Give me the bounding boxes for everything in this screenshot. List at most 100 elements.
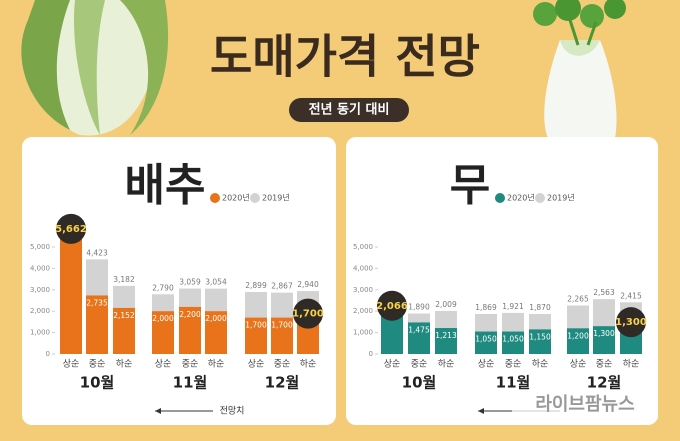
value-label: 2,940 — [297, 280, 319, 289]
bar — [502, 331, 524, 354]
legend-swatch — [210, 193, 220, 203]
highlight-badge — [293, 298, 323, 329]
arrow-head — [155, 408, 161, 414]
y-tick-label: 0 — [46, 350, 50, 358]
legend-label: 2020년 — [222, 193, 250, 203]
value-label: 3,054 — [205, 278, 227, 287]
bar — [245, 317, 267, 354]
x-tick-label: 상순 — [570, 359, 587, 370]
group-label: 12월 — [587, 374, 622, 392]
x-tick-label: 상순 — [384, 359, 401, 370]
value-label: 2,790 — [152, 283, 174, 292]
group-label: 12월 — [265, 374, 300, 392]
value-label: 3,182 — [113, 275, 135, 284]
subtitle: 전년 동기 대비 — [309, 102, 390, 118]
y-tick-label: 4,000 — [30, 264, 50, 272]
value-label: 3,059 — [179, 278, 201, 287]
value-label: 1,921 — [502, 302, 524, 311]
highlight-badge — [616, 307, 646, 338]
bar — [408, 322, 430, 354]
chart-title: 배추 — [125, 160, 206, 211]
y-tick-label: 3,000 — [30, 286, 50, 294]
subtitle-pill — [289, 98, 409, 122]
bar — [113, 307, 135, 354]
value-label: 1,890 — [408, 303, 430, 312]
x-tick-label: 상순 — [248, 359, 265, 370]
value-label: 1,300 — [593, 329, 615, 338]
value-label: 1,200 — [567, 331, 589, 340]
y-tick-label: 5,000 — [30, 243, 50, 251]
legend-swatch — [250, 193, 260, 203]
arrow-head — [478, 408, 484, 414]
y-tick-label: 0 — [369, 350, 373, 358]
x-tick-label: 하순 — [532, 359, 549, 370]
annotation: 전망치 — [220, 405, 245, 417]
group-label: 10월 — [402, 374, 437, 392]
bar — [205, 311, 227, 354]
x-tick-label: 상순 — [155, 359, 172, 370]
value-label: 2,200 — [179, 310, 201, 319]
cabbage-illustration — [21, 0, 169, 136]
legend-swatch — [495, 193, 505, 203]
value-label: 2,066 — [376, 301, 408, 312]
value-label: 1,300 — [615, 317, 647, 328]
value-label: 1,213 — [435, 331, 457, 340]
chart-title: 무 — [450, 160, 490, 211]
y-tick-label: 2,000 — [30, 307, 50, 315]
x-tick-label: 중순 — [274, 359, 291, 370]
value-label: 2,735 — [86, 298, 108, 307]
x-tick-label: 중순 — [596, 359, 613, 370]
x-tick-label: 상순 — [478, 359, 495, 370]
watermark-bg — [512, 389, 658, 419]
x-tick-label: 상순 — [63, 359, 80, 370]
x-tick-label: 하순 — [300, 359, 317, 370]
bar — [179, 306, 201, 354]
value-label: 5,662 — [55, 224, 87, 235]
value-label: 2,899 — [245, 281, 267, 290]
value-label: 2,867 — [271, 282, 293, 291]
legend-swatch — [535, 193, 545, 203]
value-label: 1,150 — [529, 332, 551, 341]
value-label: 1,050 — [475, 335, 497, 344]
value-label: 1,700 — [292, 309, 324, 320]
x-tick-label: 중순 — [89, 359, 106, 370]
value-label: 2,415 — [620, 291, 642, 300]
value-label: 2,000 — [205, 314, 227, 323]
x-tick-label: 하순 — [438, 359, 455, 370]
value-label: 1,870 — [529, 303, 551, 312]
y-tick-label: 3,000 — [353, 286, 373, 294]
y-tick-label: 4,000 — [353, 264, 373, 272]
group-label: 11월 — [173, 374, 208, 392]
legend-label: 2019년 — [547, 193, 575, 203]
watermark: 라이브팜뉴스 — [535, 394, 634, 415]
value-label: 1,869 — [475, 303, 497, 312]
bar — [475, 331, 497, 354]
x-tick-label: 중순 — [182, 359, 199, 370]
y-tick-label: 5,000 — [353, 243, 373, 251]
value-label: 2,152 — [113, 311, 135, 320]
legend-label: 2020년 — [507, 193, 535, 203]
value-label: 1,050 — [502, 335, 524, 344]
value-label: 2,000 — [152, 314, 174, 323]
value-label: 1,700 — [271, 321, 293, 330]
bar — [567, 328, 589, 354]
group-label: 11월 — [496, 374, 531, 392]
legend-label: 2019년 — [262, 193, 290, 203]
highlight-badge — [377, 290, 407, 321]
x-tick-label: 중순 — [505, 359, 522, 370]
bar — [271, 317, 293, 354]
y-tick-label: 1,000 — [353, 329, 373, 337]
bar — [86, 295, 108, 354]
value-label: 1,700 — [245, 321, 267, 330]
x-tick-label: 하순 — [623, 359, 640, 370]
y-tick-label: 2,000 — [353, 307, 373, 315]
radish-illustration — [533, 0, 626, 138]
bar — [593, 326, 615, 354]
page-title: 도매가격 전망 — [210, 30, 480, 84]
bar — [435, 328, 457, 354]
group-label: 10월 — [80, 374, 115, 392]
value-label: 4,423 — [86, 248, 108, 257]
value-label: 2,563 — [593, 288, 615, 297]
value-label: 1,475 — [408, 325, 430, 334]
